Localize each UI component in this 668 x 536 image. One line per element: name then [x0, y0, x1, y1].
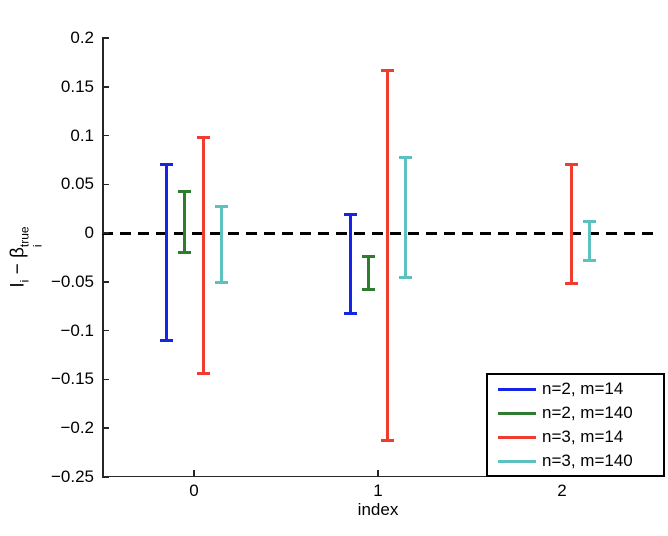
errorbar-cap-top: [159, 163, 173, 167]
errorbar-stem-n-2-m-140-x1: [367, 256, 371, 290]
errorbar-stem-n-3-m-14-x0: [201, 137, 205, 374]
x-tick-mark: [377, 470, 379, 477]
legend-entry: n=3, m=140: [488, 451, 663, 471]
y-tick-label: −0.25: [50, 467, 94, 486]
y-tick-label: 0: [84, 223, 94, 243]
errorbar-cap-bottom: [178, 251, 192, 255]
errorbar-cap-top: [343, 213, 357, 217]
y-tick-label: 0.05: [60, 174, 94, 194]
legend-entry-label: n=3, m=14: [542, 427, 624, 446]
legend: n=2, m=14 n=2, m=140 n=3, m=14 n=3, m=140: [486, 373, 665, 477]
y-tick-mark: [102, 134, 109, 137]
errorbar-cap-bottom: [583, 258, 597, 262]
y-tick-label: 0.15: [60, 76, 94, 96]
errorbar-cap-top: [196, 136, 210, 139]
y-tick-mark: [102, 329, 109, 332]
y-tick-label: −0.2: [60, 418, 94, 438]
y-tick-label: −0.1: [60, 320, 94, 340]
y-tick-mark: [102, 281, 109, 283]
y-tick-mark: [102, 232, 109, 234]
legend-entry: n=2, m=140: [488, 403, 663, 423]
errorbar-cap-bottom: [399, 275, 413, 279]
errorbar-cap-bottom: [159, 338, 173, 342]
x-tick-label: 1: [373, 481, 383, 500]
errorbar-stem-n-3-m-140-x2: [588, 221, 592, 261]
errorbar-stem-n-3-m-14-x2: [569, 164, 573, 284]
y-tick-label: −0.05: [50, 271, 94, 291]
errorbar-cap-top: [178, 189, 192, 193]
x-axis-title: index: [357, 500, 399, 519]
errorbar-cap-bottom: [343, 311, 357, 315]
errorbar-cap-bottom: [215, 281, 229, 285]
y-tick-label: −0.15: [50, 369, 94, 389]
legend-entry-label: n=2, m=14: [542, 379, 624, 398]
y-tick-mark: [102, 86, 109, 88]
errorbar-cap-top: [399, 155, 413, 159]
y-tick-label: 0.2: [70, 28, 94, 47]
errorbar-cap-top: [215, 205, 229, 209]
plot-area: [102, 37, 654, 478]
errorbar-cap-top: [583, 219, 597, 223]
y-tick-label: 0.1: [70, 125, 94, 145]
legend-line-swatch: [498, 411, 536, 415]
errorbar-stem-n-3-m-140-x1: [404, 157, 408, 277]
y-axis-line: [102, 38, 104, 477]
errorbar-stem-n-2-m-14-x0: [164, 164, 168, 341]
x-tick-mark: [193, 470, 195, 477]
errorbar-cap-top: [564, 163, 578, 167]
y-tick-mark: [102, 37, 109, 39]
y-tick-mark: [102, 427, 109, 429]
errorbar-cap-bottom: [380, 439, 394, 443]
x-tick-label: 2: [557, 481, 567, 500]
errorbar-stem-n-3-m-140-x0: [220, 206, 224, 283]
legend-entry: n=3, m=14: [488, 427, 663, 447]
errorbar-stem-n-3-m-14-x1: [385, 70, 389, 441]
zero-reference-line: [102, 231, 654, 235]
ylabel-term2: β: [7, 247, 29, 259]
errorbar-stem-n-2-m-140-x0: [183, 191, 187, 253]
legend-entry-label: n=2, m=140: [542, 403, 633, 422]
legend-line-swatch: [498, 459, 536, 463]
legend-entry-label: n=3, m=140: [542, 451, 633, 470]
y-tick-mark: [102, 476, 109, 478]
errorbar-cap-top: [362, 255, 376, 259]
legend-line-swatch: [498, 387, 536, 391]
errorbar-cap-bottom: [196, 372, 210, 376]
errorbar-stem-n-2-m-14-x1: [348, 214, 352, 314]
y-tick-mark: [102, 183, 109, 186]
errorbar-cap-bottom: [362, 288, 376, 292]
y-tick-mark: [102, 378, 109, 381]
errorbar-cap-bottom: [564, 282, 578, 286]
errorbar-cap-top: [380, 68, 394, 72]
legend-entry: n=2, m=14: [488, 379, 663, 399]
legend-line-swatch: [498, 435, 536, 439]
x-tick-label: 0: [189, 481, 199, 500]
